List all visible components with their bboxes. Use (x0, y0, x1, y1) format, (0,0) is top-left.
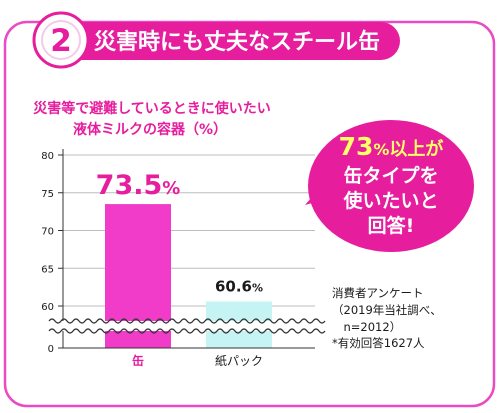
y-tick-label: 0 (48, 344, 54, 355)
y-tick-label: 65 (41, 264, 54, 275)
survey-note-line1: 消費者アンケート (332, 286, 424, 300)
survey-note-line3: n=2012） (332, 320, 401, 334)
value-unit: % (252, 281, 263, 294)
callout-percent: 73 (339, 132, 374, 161)
category-label-can: 缶 (132, 353, 144, 368)
survey-note-line4: *有効回答1627人 (332, 336, 425, 350)
callout-line4: 回答! (368, 214, 415, 237)
category-label-carton: 紙パック (215, 353, 263, 368)
callout-line1-tail: 以上が (389, 138, 443, 160)
callout-line1: 73%以上が (339, 132, 444, 161)
survey-note: 消費者アンケート （2019年当社調べ、 n=2012） *有効回答1627人 (332, 286, 442, 350)
chart-title-line1: 災害等で避難しているときに使いたい (33, 100, 271, 117)
value-number: 73.5 (96, 170, 163, 201)
axis-break-line-top (48, 318, 326, 324)
value-unit: % (162, 178, 180, 199)
chart-title-line2: 液体ミルクの容器（%） (73, 121, 227, 138)
axis-break-band (49, 321, 317, 331)
callout-ellipse (308, 120, 474, 252)
value-label-carton: 60.6% (215, 277, 263, 295)
y-tick-label: 80 (41, 151, 54, 162)
callout-line3: 使いたいと (342, 190, 438, 212)
number-badge-ring (41, 20, 81, 60)
callout-line2: 缶タイプを (343, 164, 438, 187)
value-label-can: 73.5% (96, 170, 181, 201)
callout-percent-unit: % (373, 140, 389, 159)
value-number: 60.6 (215, 277, 252, 295)
y-tick-label: 70 (41, 227, 54, 238)
axis-break-line-bottom (48, 328, 326, 334)
y-tick-label: 75 (41, 189, 54, 200)
section-number: 2 (50, 23, 72, 59)
callout-bubble: 73%以上が 缶タイプを 使いたいと 回答! (305, 120, 474, 252)
y-tick-label: 60 (41, 302, 54, 313)
banner-title: 災害時にも丈夫なスチール缶 (94, 29, 380, 55)
banner-pill (50, 22, 400, 60)
survey-note-line2: （2019年当社調べ、 (332, 303, 442, 317)
header-banner: 2 災害時にも丈夫なスチール缶 (32, 11, 400, 69)
